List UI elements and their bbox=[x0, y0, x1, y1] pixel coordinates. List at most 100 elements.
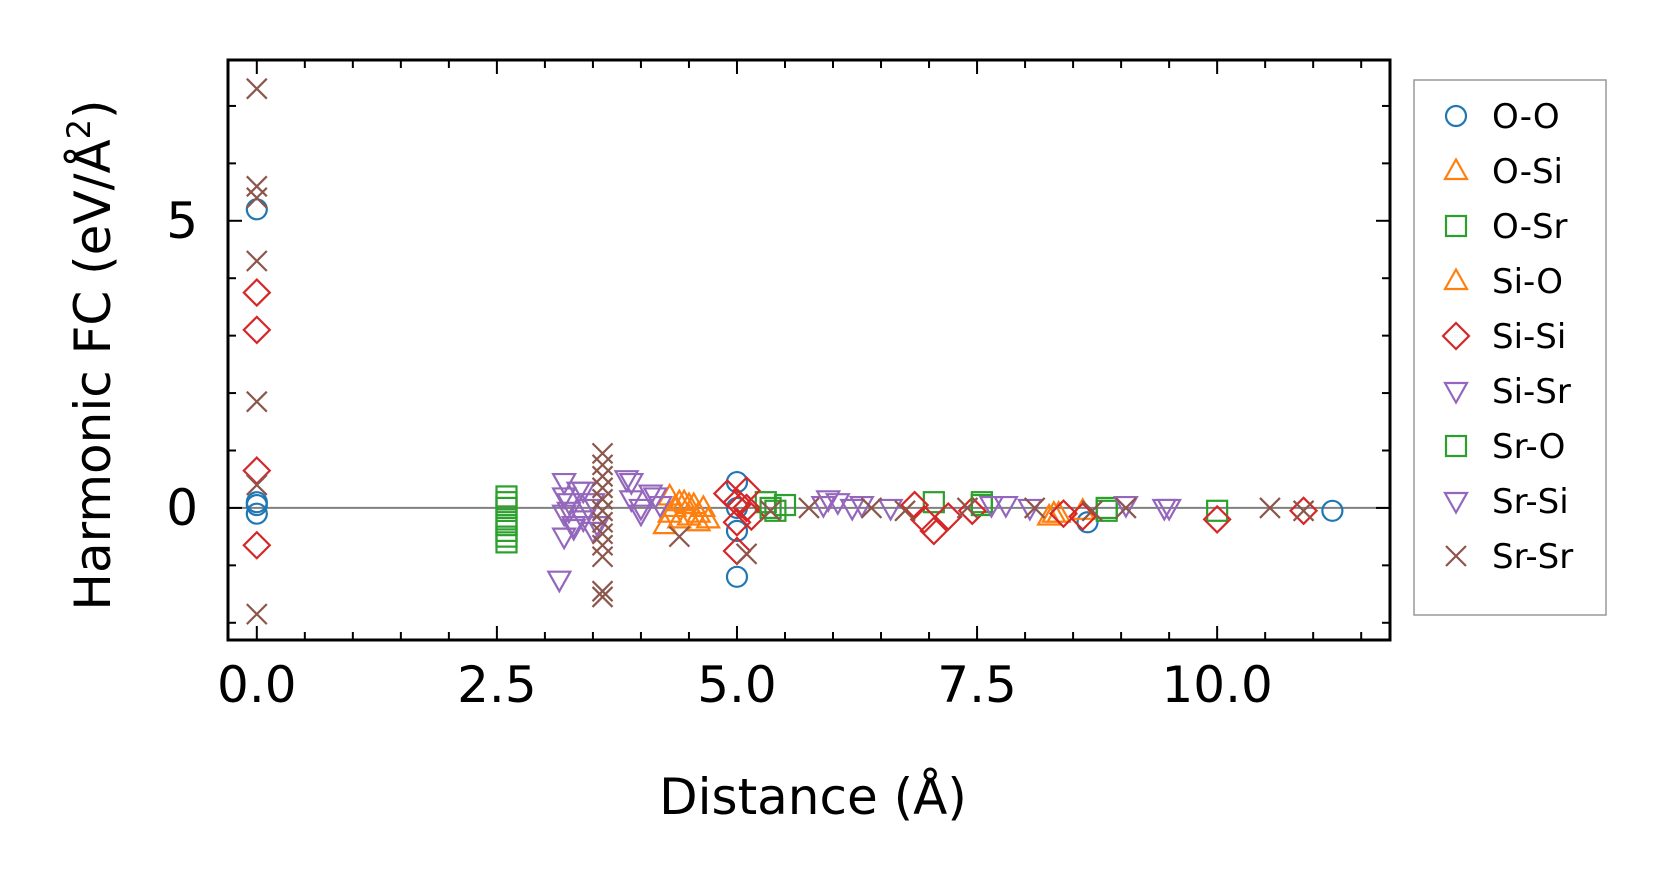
data-point bbox=[759, 496, 782, 520]
legend-label: Si-Sr bbox=[1492, 372, 1571, 412]
data-point bbox=[1206, 499, 1229, 522]
y-ticks: 05 bbox=[166, 104, 1390, 624]
legend-marker bbox=[1444, 104, 1468, 128]
data-point bbox=[591, 442, 614, 465]
data-point bbox=[242, 530, 272, 560]
data-point bbox=[570, 481, 597, 505]
legend-marker bbox=[1443, 491, 1469, 515]
data-point bbox=[591, 477, 614, 499]
data-point bbox=[1289, 496, 1319, 526]
data-point bbox=[1321, 499, 1344, 522]
data-point bbox=[591, 465, 614, 488]
legend-item: Sr-Si bbox=[1443, 482, 1569, 522]
data-point bbox=[628, 504, 654, 528]
data-point bbox=[551, 527, 577, 551]
data-point bbox=[909, 504, 939, 534]
data-point bbox=[246, 175, 268, 198]
x-ticks: 0.0 2.5 5.0 7.5 10.0 bbox=[217, 60, 1363, 714]
data-point bbox=[1048, 499, 1079, 529]
data-point bbox=[735, 543, 758, 565]
data-point bbox=[242, 315, 272, 345]
data-point bbox=[591, 545, 614, 568]
x-tick-label: 2.5 bbox=[457, 656, 537, 714]
data-point bbox=[1113, 495, 1139, 519]
data-point bbox=[722, 487, 752, 517]
data-point bbox=[732, 493, 762, 523]
data-point bbox=[242, 456, 272, 486]
data-point bbox=[877, 498, 904, 522]
data-point bbox=[551, 472, 577, 496]
data-point bbox=[732, 476, 762, 506]
data-point bbox=[495, 519, 518, 542]
x-tick-label: 0.0 bbox=[217, 656, 297, 714]
data-point bbox=[245, 198, 268, 221]
data-points bbox=[242, 77, 1344, 625]
series-si-o bbox=[656, 488, 1096, 532]
legend-item: Si-O bbox=[1443, 262, 1563, 302]
legend-label: Sr-O bbox=[1492, 427, 1565, 467]
legend-marker bbox=[1444, 434, 1468, 458]
data-point bbox=[591, 522, 614, 545]
data-point bbox=[956, 497, 979, 519]
data-point bbox=[246, 390, 268, 413]
data-point bbox=[839, 498, 866, 522]
legend-item: O-Si bbox=[1443, 152, 1563, 192]
x-tick-label: 10.0 bbox=[1161, 656, 1272, 714]
legend-item: Sr-O bbox=[1444, 427, 1565, 467]
data-point bbox=[495, 525, 518, 548]
data-point bbox=[560, 516, 587, 539]
legend-item: Si-Si bbox=[1441, 317, 1566, 357]
data-point bbox=[957, 496, 987, 526]
data-point bbox=[613, 470, 640, 493]
data-point bbox=[246, 77, 268, 100]
data-point bbox=[495, 514, 518, 537]
legend: O-O O-Si O-Sr Si-O Si-Si Si-Sr Sr-O Sr-Si Sr-Sr bbox=[1413, 79, 1607, 616]
data-point bbox=[628, 498, 654, 522]
data-point bbox=[618, 472, 645, 496]
data-point bbox=[246, 187, 268, 209]
legend-marker bbox=[1445, 545, 1467, 567]
data-point bbox=[919, 516, 949, 546]
y-axis-label-main: Harmonic FC (eV/Å bbox=[64, 139, 122, 610]
data-point bbox=[642, 487, 669, 511]
legend-marker bbox=[1444, 214, 1468, 238]
data-point bbox=[591, 488, 614, 511]
legend-label: O-Sr bbox=[1492, 207, 1568, 247]
plot-frame bbox=[226, 58, 1392, 642]
data-point bbox=[759, 500, 782, 522]
data-point bbox=[242, 278, 272, 308]
legend-label: O-Si bbox=[1492, 152, 1563, 192]
data-point bbox=[560, 518, 587, 542]
data-point bbox=[798, 497, 820, 519]
data-point bbox=[933, 501, 963, 532]
series-o-o bbox=[245, 198, 1344, 588]
legend-box bbox=[1413, 79, 1607, 616]
data-point bbox=[860, 497, 883, 519]
legend-item: Si-Sr bbox=[1443, 372, 1571, 412]
data-point bbox=[556, 501, 582, 525]
data-point bbox=[591, 586, 614, 608]
data-point bbox=[1036, 502, 1062, 526]
axes bbox=[226, 58, 1392, 642]
data-point bbox=[546, 570, 573, 594]
data-point bbox=[591, 511, 614, 534]
legend-label: Sr-Si bbox=[1492, 482, 1569, 522]
data-point bbox=[618, 490, 645, 514]
data-point bbox=[685, 508, 712, 532]
data-point bbox=[1081, 500, 1104, 522]
legend-marker bbox=[1441, 321, 1471, 351]
data-point bbox=[245, 502, 268, 525]
legend-label: Sr-Sr bbox=[1492, 537, 1573, 577]
legend-label: Si-Si bbox=[1492, 317, 1566, 357]
data-point bbox=[246, 250, 268, 272]
legend-marker bbox=[1443, 267, 1469, 291]
y-axis-label-close: ) bbox=[64, 99, 122, 119]
data-point bbox=[245, 493, 268, 517]
x-tick-label: 7.5 bbox=[937, 656, 1017, 714]
data-point bbox=[580, 521, 606, 545]
legend-marker bbox=[1443, 381, 1469, 405]
data-point bbox=[1259, 497, 1281, 519]
y-axis-label: Harmonic FC (eV/Å2) bbox=[60, 99, 122, 610]
data-point bbox=[992, 495, 1019, 519]
data-point bbox=[591, 454, 614, 476]
